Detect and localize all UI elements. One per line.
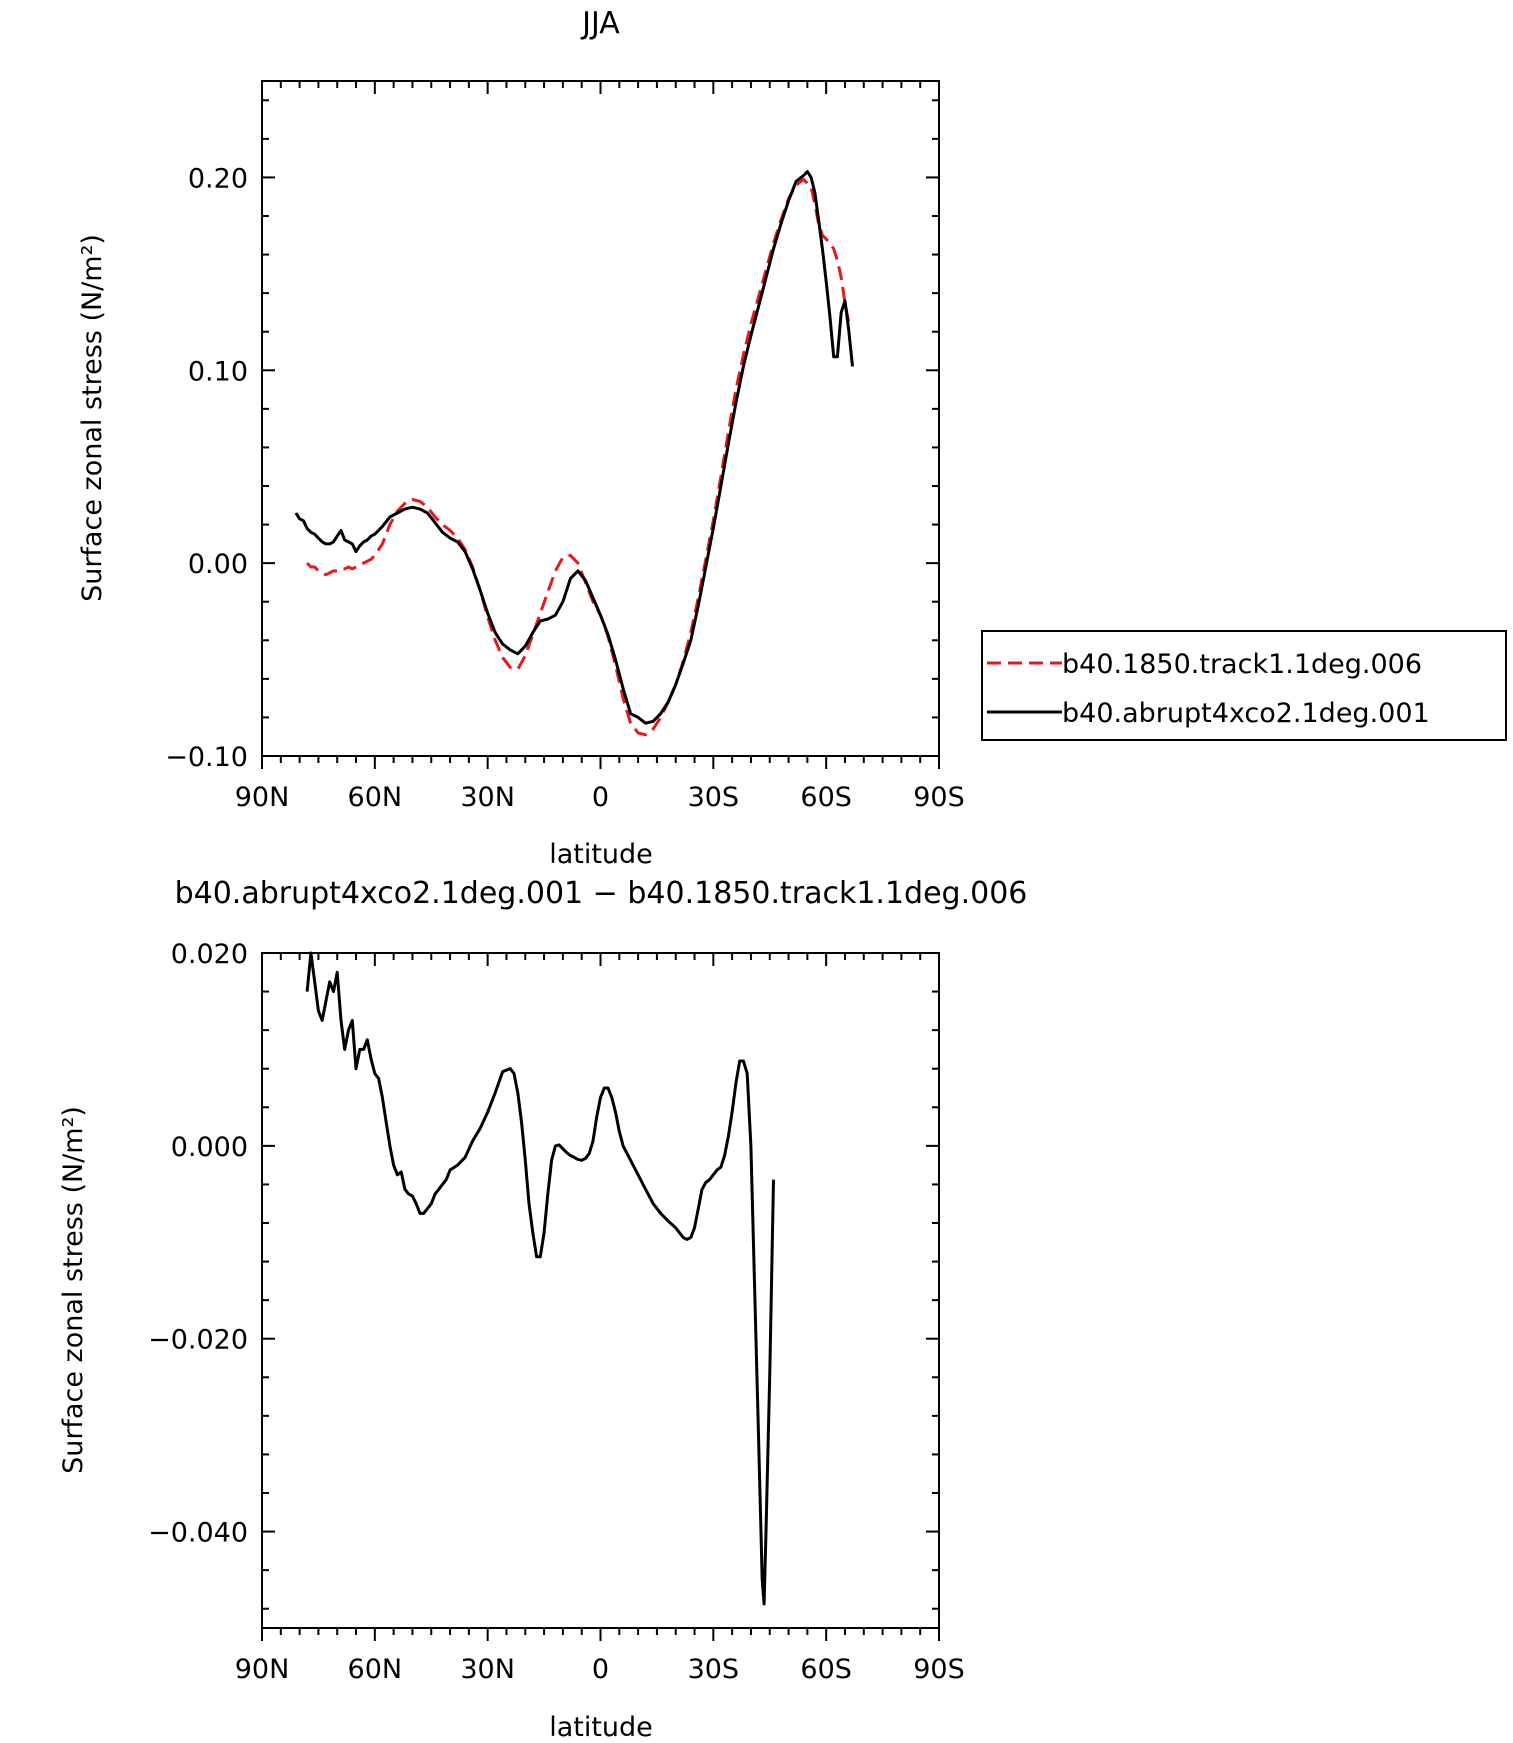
top-x-axis-label: latitude [549, 839, 653, 870]
bottom-x-tick-label: 60N [348, 1654, 403, 1685]
bottom-y-tick-label: 0.020 [171, 939, 248, 970]
top-panel: JJA 90N 60N 30N 0 30S 60S 90S 0.20 0.10 0.00 −0.1… [77, 6, 965, 870]
bottom-y-tick-label: −0.020 [148, 1325, 248, 1356]
bottom-x-tick-label: 30N [460, 1654, 515, 1685]
top-series-lines [294, 170, 854, 737]
top-y-tick-label: 0.00 [188, 549, 248, 580]
bottom-panel: b40.abrupt4xco2.1deg.001 − b40.1850.trac… [58, 876, 1027, 1743]
top-x-tick-label: 30N [460, 782, 515, 813]
legend: b40.1850.track1.1deg.006 b40.abrupt4xco2… [981, 630, 1507, 741]
bottom-y-axis-label: Surface zonal stress (N/m²) [58, 1106, 89, 1474]
bottom-y-tick-label: 0.000 [171, 1132, 248, 1163]
bottom-x-tick-label: 90N [235, 1654, 290, 1685]
bottom-x-tick-labels: 90N 60N 30N 0 30S 60S 90S [235, 1654, 965, 1685]
top-y-axis-label: Surface zonal stress (N/m²) [77, 234, 108, 602]
bottom-axis-ticks [261, 952, 940, 1641]
top-y-tick-label: 0.10 [188, 356, 248, 387]
legend-label-track1: b40.1850.track1.1deg.006 [1062, 649, 1422, 680]
bottom-x-axis-label: latitude [549, 1712, 653, 1743]
top-x-tick-label: 90N [235, 782, 290, 813]
bottom-y-tick-labels: 0.020 0.000 −0.020 −0.040 [148, 939, 248, 1549]
legend-box [981, 630, 1507, 741]
bottom-y-tick-label: −0.040 [148, 1518, 248, 1549]
bottom-x-tick-label: 0 [592, 1654, 609, 1685]
top-x-tick-label: 0 [592, 782, 609, 813]
bottom-series-line-0 [305, 951, 775, 1606]
top-chart-title: JJA [580, 6, 620, 41]
top-plot-frame [261, 80, 940, 757]
bottom-series-lines [305, 951, 775, 1606]
top-y-tick-label: −0.10 [165, 742, 248, 773]
top-x-tick-labels: 90N 60N 30N 0 30S 60S 90S [235, 782, 965, 813]
top-series-line-1 [294, 170, 854, 725]
bottom-chart-title: b40.abrupt4xco2.1deg.001 − b40.1850.trac… [175, 876, 1028, 911]
top-axis-ticks [261, 81, 940, 769]
top-x-tick-label: 60N [348, 782, 403, 813]
bottom-x-tick-label: 30S [688, 1654, 740, 1685]
top-x-tick-label: 30S [688, 782, 740, 813]
top-y-tick-labels: 0.20 0.10 0.00 −0.10 [165, 163, 248, 773]
legend-label-abrupt4xco2: b40.abrupt4xco2.1deg.001 [1062, 698, 1430, 729]
top-x-tick-label: 90S [913, 782, 965, 813]
top-series-line-0 [306, 177, 851, 737]
top-y-tick-label: 0.20 [188, 163, 248, 194]
bottom-plot-frame [261, 952, 940, 1629]
top-x-tick-label: 60S [800, 782, 852, 813]
bottom-x-tick-label: 90S [913, 1654, 965, 1685]
bottom-x-tick-label: 60S [800, 1654, 852, 1685]
